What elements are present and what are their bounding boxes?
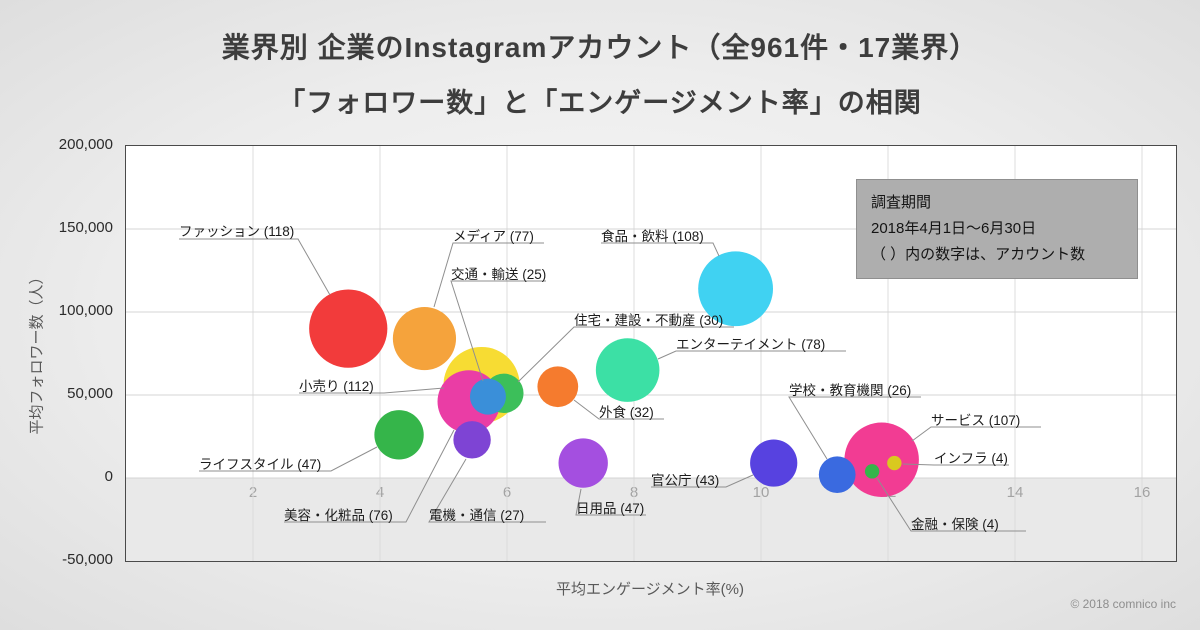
chart-bubble — [844, 422, 919, 497]
bubble-leader-line — [517, 326, 734, 383]
bubble-label: 金融・保険 (4) — [911, 517, 999, 532]
bubble-label: 交通・輸送 (25) — [451, 267, 547, 282]
chart-bubble — [595, 338, 660, 402]
bubble-label: 学校・教育機関 (26) — [789, 383, 912, 398]
chart-bubble — [537, 366, 579, 408]
bubble-label: ライフスタイル (47) — [199, 457, 322, 472]
bubble-label: エンターテイメント (78) — [676, 337, 826, 352]
y-tick-label: -50,000 — [62, 551, 113, 568]
copyright-text: © 2018 comnico inc — [1070, 597, 1176, 611]
bubble-label: 外食 (32) — [599, 405, 654, 420]
bubble-leader-line — [575, 488, 646, 516]
note-line: 調査期間 — [871, 194, 932, 211]
bubble-leader-line — [911, 426, 1041, 442]
y-tick-label: 100,000 — [58, 302, 113, 319]
bubble-leader-line — [788, 396, 921, 460]
chart-bubble — [818, 456, 856, 494]
chart-title: 業界別 企業のInstagramアカウント（全961件・17業界） 「フォロワー… — [0, 26, 1200, 120]
y-axis-label: 平均フォロワー数（人） — [28, 269, 46, 435]
chart-bubble — [453, 421, 491, 459]
y-tick-label: 150,000 — [58, 219, 113, 236]
bubble-leader-line — [876, 477, 1026, 532]
bubble-leader-line — [428, 458, 546, 523]
bubble-leader-line — [299, 387, 445, 394]
plot-area: 246810121416 ファッション (118)メディア (77)交通・輸送 … — [125, 145, 1177, 562]
chart-bubble — [309, 289, 388, 368]
chart-title-line1: 業界別 企業のInstagramアカウント（全961件・17業界） — [221, 32, 979, 63]
bubble-leader-line — [179, 238, 331, 296]
bubble-leader-line — [199, 446, 378, 472]
bubble-label: 電機・通信 (27) — [429, 508, 525, 523]
bubble-leader-line — [450, 280, 546, 382]
bubble-leader-line — [657, 350, 846, 360]
y-tick-label: 0 — [104, 468, 113, 485]
chart-bubble — [750, 439, 798, 487]
chart-title-line2: 「フォロワー数」と「エンゲージメント率」の相関 — [278, 88, 922, 118]
bubble-label: 住宅・建設・不動産 (30) — [574, 313, 724, 328]
bubble-leader-line — [601, 242, 720, 257]
chart-bubble — [864, 464, 880, 479]
bubble-leader-line — [651, 474, 754, 488]
x-axis-label: 平均エンゲージメント率(%) — [555, 581, 745, 598]
bubble-leader-line — [902, 463, 1009, 466]
bubble-label: 小売り (112) — [299, 379, 374, 394]
bubble-label: 食品・飲料 (108) — [601, 229, 704, 244]
bubble-label: インフラ (4) — [934, 451, 1008, 466]
bubble-label: メディア (77) — [453, 229, 534, 244]
below-zero-band — [126, 478, 1176, 561]
chart-bubble — [392, 306, 457, 371]
bubble-label: 官公庁 (43) — [651, 473, 720, 488]
note-line: 2018年4月1日～6月30日 — [871, 220, 1037, 237]
y-tick-label: 50,000 — [67, 385, 113, 402]
bubble-chart-canvas — [126, 146, 1176, 561]
chart-bubble — [698, 251, 774, 327]
bubble-leader-line — [284, 429, 455, 523]
chart-bubble — [558, 438, 608, 488]
chart-bubble — [887, 455, 902, 471]
y-tick-label: 200,000 — [58, 136, 113, 153]
note-line: （ ）内の数字は、アカウント数 — [871, 246, 1086, 263]
bubble-leader-line — [573, 399, 664, 420]
bubble-label: サービス (107) — [931, 413, 1021, 428]
bubble-labels-layer: ファッション (118) メディア (77) 交通・輸送 (25) 食品・飲料 (10… — [126, 146, 1176, 561]
bubble-leader-line — [433, 242, 544, 308]
bubble-label: 日用品 (47) — [576, 501, 645, 516]
bubble-label: ファッション (118) — [179, 224, 295, 239]
survey-note-box: 調査期間 2018年4月1日～6月30日 （ ）内の数字は、アカウント数 — [856, 179, 1138, 279]
chart-bubble — [374, 410, 424, 460]
bubble-label: 美容・化粧品 (76) — [284, 508, 393, 523]
chart-bubble — [469, 378, 506, 415]
